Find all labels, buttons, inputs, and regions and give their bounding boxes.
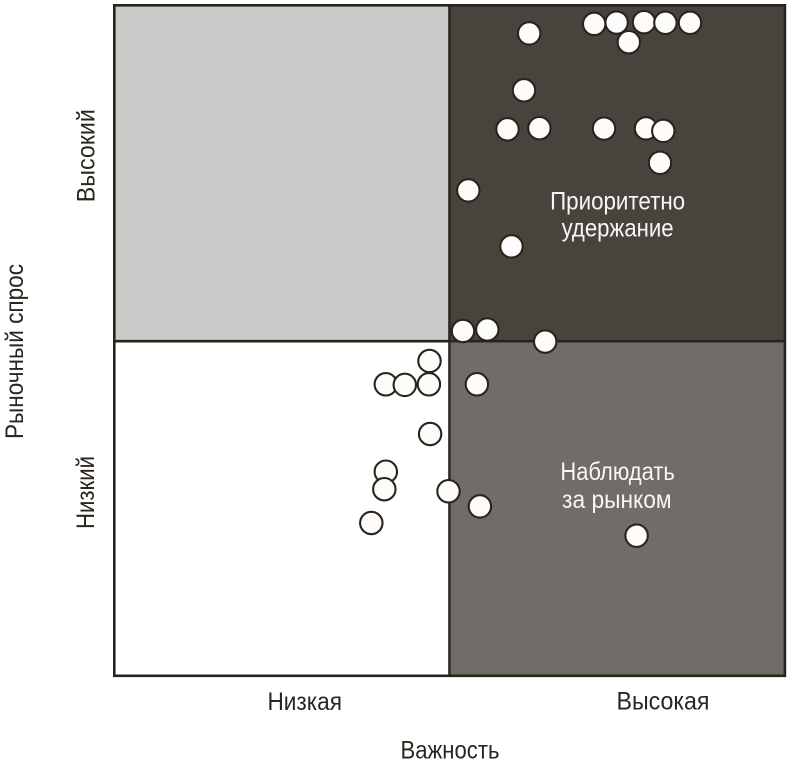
svg-text:Низкая: Низкая — [267, 688, 342, 716]
svg-text:Низкий: Низкий — [72, 456, 100, 529]
svg-text:удержание: удержание — [562, 215, 674, 243]
svg-text:Важность: Важность — [401, 736, 500, 763]
svg-text:Высокая: Высокая — [617, 688, 710, 716]
svg-text:Высокий: Высокий — [73, 109, 101, 202]
svg-text:за рынком: за рынком — [562, 486, 672, 514]
svg-text:Приоритетно: Приоритетно — [550, 188, 685, 216]
svg-text:Наблюдать: Наблюдать — [560, 458, 675, 486]
svg-text:Рыночный спрос: Рыночный спрос — [1, 264, 29, 439]
